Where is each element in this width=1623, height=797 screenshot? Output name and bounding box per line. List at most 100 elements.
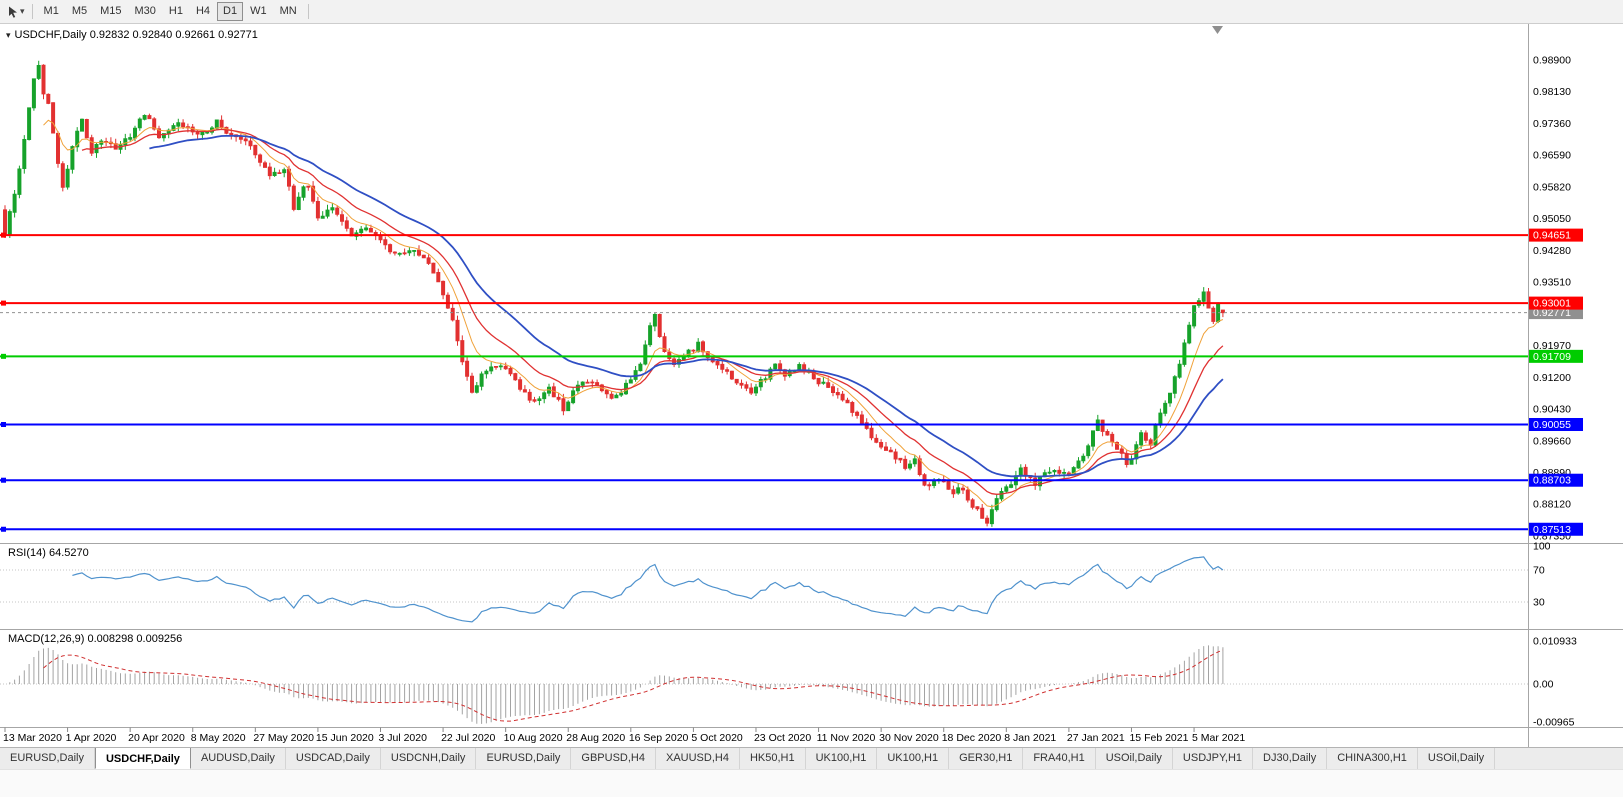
price-line-badge <box>1529 296 1583 310</box>
date-axis-label: 15 Feb 2021 <box>1129 732 1188 744</box>
chart-tab[interactable]: USOil,Daily <box>1096 748 1173 769</box>
macd-scale-label: -0.00965 <box>1533 716 1575 728</box>
timeframe-button-m1[interactable]: M1 <box>43 5 59 17</box>
macd-signal-line <box>43 649 1224 722</box>
chart-tab[interactable]: XAUUSD,H4 <box>656 748 740 769</box>
chart-tab[interactable]: DJ30,Daily <box>1253 748 1328 769</box>
chart-tab[interactable]: HK50,H1 <box>740 748 806 769</box>
chart-cursor-icon[interactable] <box>4 3 22 21</box>
down-candle-wicks <box>4 64 1224 527</box>
timeframe-button-mn[interactable]: MN <box>279 5 297 17</box>
date-axis-label: 8 May 2020 <box>191 732 246 744</box>
date-axis-label: 10 Aug 2020 <box>504 732 563 744</box>
chart-tab[interactable]: UK100,H1 <box>806 748 878 769</box>
price-line-badge <box>1529 522 1583 536</box>
chart-tab[interactable]: EURUSD,Daily <box>0 748 95 769</box>
price-scale-label: 0.91970 <box>1533 340 1571 352</box>
chart-tab[interactable]: USDCAD,Daily <box>286 748 381 769</box>
macd-indicator-label: MACD(12,26,9) 0.008298 0.009256 <box>8 633 183 645</box>
timeframe-button-m5[interactable]: M5 <box>71 5 88 17</box>
status-bar <box>0 769 1623 797</box>
line-handle[interactable] <box>1 353 6 359</box>
price-line-badge <box>1529 418 1583 432</box>
date-axis-label: 16 Sep 2020 <box>629 732 689 744</box>
price-line-badge-text: 0.88703 <box>1533 475 1571 487</box>
chart-tab[interactable]: GER30,H1 <box>949 748 1024 769</box>
chart-tab[interactable]: EURUSD,Daily <box>476 748 572 769</box>
chart-tab[interactable]: UK100,H1 <box>877 748 950 769</box>
date-axis-label: 13 Mar 2020 <box>3 732 62 744</box>
line-handle[interactable] <box>1 477 6 483</box>
chart-tab[interactable]: FRA40,H1 <box>1023 748 1096 769</box>
timeframe-button-d1[interactable]: D1 <box>217 2 244 21</box>
chart-shift-marker-icon[interactable] <box>1212 26 1223 34</box>
timeframe-button-m30[interactable]: M30 <box>134 5 156 17</box>
date-axis-label: 18 Dec 2020 <box>942 732 1002 744</box>
price-scale-label: 0.94280 <box>1533 245 1571 257</box>
price-scale-label: 0.88120 <box>1533 499 1571 511</box>
chart-tab[interactable]: USDCHF,Daily <box>94 748 191 769</box>
up-candle-bodies <box>7 65 1221 525</box>
top-toolbar: ▾ M1 M5 M15 M30 H1 H4 D1 W1 MN <box>0 0 1623 24</box>
price-scale-label: 0.96590 <box>1533 150 1571 162</box>
price-scale-label: 0.90430 <box>1533 404 1571 416</box>
line-handle[interactable] <box>1 422 6 428</box>
chart-title: ▾ USDCHF,Daily 0.92832 0.92840 0.92661 0… <box>6 29 258 41</box>
chart-tab[interactable]: USDCNH,Daily <box>381 748 477 769</box>
rsi-line <box>72 556 1224 623</box>
chart-tab-bar: EURUSD,Daily USDCHF,Daily AUDUSD,Daily USDC… <box>0 747 1623 769</box>
rsi-scale-label: 100 <box>1533 541 1551 553</box>
line-handle[interactable] <box>1 300 6 306</box>
timeframe-button-m15[interactable]: M15 <box>100 5 122 17</box>
down-candle-bodies <box>3 64 1225 524</box>
date-axis-label: 11 Nov 2020 <box>817 732 876 744</box>
date-axis-label: 27 May 2020 <box>253 732 314 744</box>
toolbar-separator <box>31 4 33 19</box>
ma-medium-line <box>81 128 1224 495</box>
price-scale-label: 0.89660 <box>1533 435 1571 447</box>
price-scale-label: 0.95050 <box>1533 213 1571 225</box>
rsi-scale-label: 30 <box>1533 597 1545 609</box>
date-axis-label: 20 Apr 2020 <box>128 732 185 744</box>
chart-tab[interactable]: AUDUSD,Daily <box>191 748 286 769</box>
chart-tab[interactable]: GBPUSD,H4 <box>571 748 656 769</box>
price-scale-label: 0.93510 <box>1533 277 1571 289</box>
price-scale-label: 0.97360 <box>1533 118 1571 130</box>
price-line-badge-text: 0.91709 <box>1533 351 1571 363</box>
date-axis-label: 28 Aug 2020 <box>566 732 625 744</box>
price-scale-label: 0.98130 <box>1533 86 1571 98</box>
chart-tab[interactable]: USOil,Daily <box>1418 748 1496 769</box>
cursor-arrow-icon <box>9 6 17 18</box>
date-axis-label: 30 Nov 2020 <box>879 732 939 744</box>
chart-tab[interactable]: CHINA300,H1 <box>1327 748 1418 769</box>
rsi-scale-label: 70 <box>1533 565 1545 577</box>
cursor-dropdown-caret[interactable]: ▾ <box>20 6 25 16</box>
date-axis-label: 1 Apr 2020 <box>66 732 117 744</box>
line-handle[interactable] <box>1 526 6 532</box>
chart-tab[interactable]: USDJPY,H1 <box>1173 748 1254 769</box>
line-handle[interactable] <box>1 232 6 238</box>
chart-menu-icon[interactable]: ▾ <box>6 29 11 40</box>
date-axis-label: 27 Jan 2021 <box>1067 732 1125 744</box>
date-axis-label: 8 Jan 2021 <box>1004 732 1056 744</box>
price-line-badge-text: 0.93001 <box>1533 298 1571 310</box>
date-axis-label: 3 Jul 2020 <box>378 732 427 744</box>
price-line-badge <box>1529 228 1583 242</box>
price-line-badge <box>1529 473 1583 487</box>
macd-histogram <box>9 645 1224 724</box>
price-line-badge-text: 0.90055 <box>1533 419 1571 431</box>
timeframe-bar: M1 M5 M15 M30 H1 H4 D1 W1 MN <box>38 2 303 21</box>
timeframe-button-h4[interactable]: H4 <box>195 5 211 17</box>
rsi-indicator-label: RSI(14) 64.5270 <box>8 547 89 559</box>
date-axis-label: 23 Oct 2020 <box>754 732 811 744</box>
timeframe-button-h1[interactable]: H1 <box>168 5 183 17</box>
price-scale-label: 0.98900 <box>1533 55 1571 67</box>
date-axis-label: 5 Oct 2020 <box>691 732 743 744</box>
price-scale-label: 0.95820 <box>1533 181 1571 193</box>
price-line-badge-text: 0.87513 <box>1533 524 1571 536</box>
toolbar-separator <box>307 4 309 19</box>
date-axis-label: 22 Jul 2020 <box>441 732 495 744</box>
timeframe-button-w1[interactable]: W1 <box>250 5 267 17</box>
